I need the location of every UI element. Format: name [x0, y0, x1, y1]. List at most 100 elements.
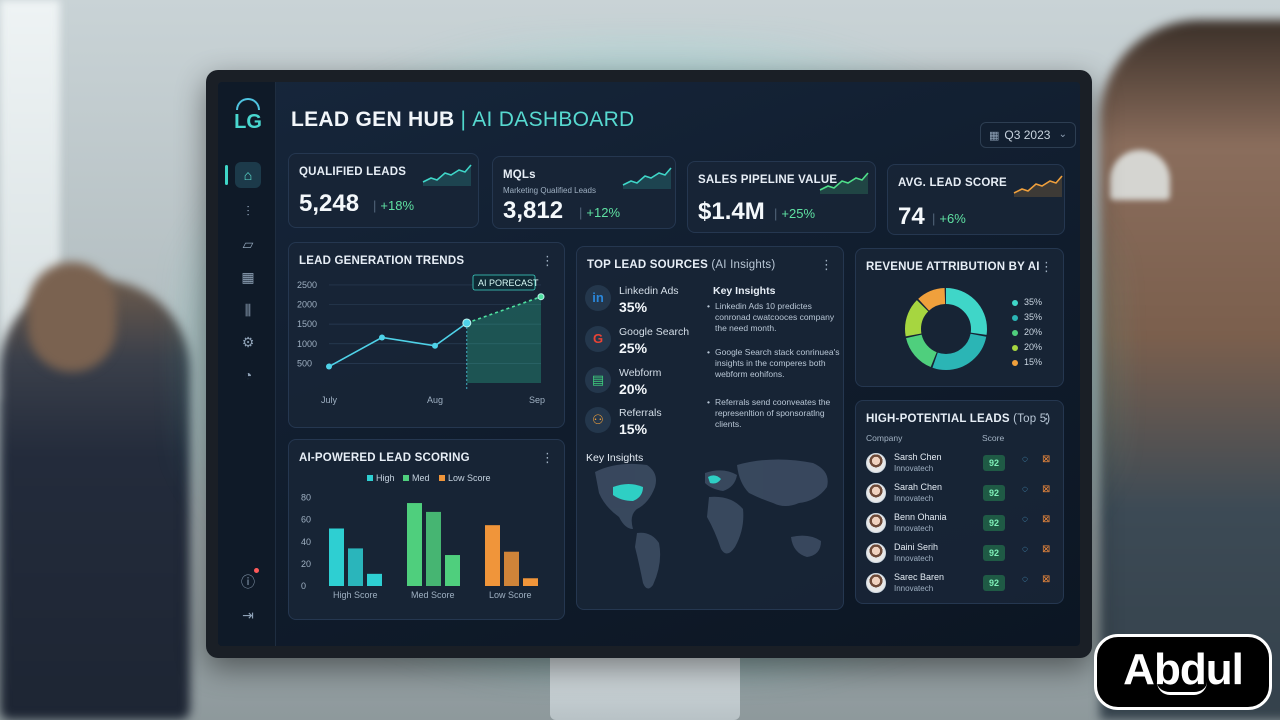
logout-icon[interactable]: ⇥ — [242, 607, 254, 623]
background-person-right — [1100, 20, 1280, 720]
calendar-icon[interactable]: ▦ — [241, 269, 255, 285]
lead-source-icon: in — [585, 285, 611, 311]
map-australia — [791, 535, 821, 557]
donut-slice — [905, 288, 987, 370]
key-insights-title: Key Insights — [713, 285, 776, 297]
legend-swatch — [367, 475, 373, 481]
lead-company: Innovatech — [894, 584, 934, 593]
logo: LG — [230, 96, 266, 136]
x-tick-label: Sep — [529, 395, 545, 405]
more-options-icon[interactable]: ⋮ — [820, 257, 833, 272]
watermark-badge: Abdul — [1094, 634, 1272, 710]
chat-icon[interactable]: ◌ — [1022, 454, 1028, 465]
bar — [445, 555, 460, 586]
table-row[interactable]: Benn Ohania Innovatech 92 ◌ ⊠ — [866, 511, 1056, 539]
chat-icon[interactable]: ◌ — [1022, 574, 1028, 585]
x-tick-label: High Score — [333, 590, 378, 600]
chat-icon[interactable]: ◌ — [1022, 514, 1028, 525]
gauge-icon[interactable]: ◔ — [243, 367, 253, 383]
more-options-icon[interactable]: ⋮ — [1040, 411, 1053, 426]
y-tick-label: 0 — [301, 581, 306, 591]
x-tick-label: Aug — [427, 395, 443, 405]
lead-source-name: Webform — [619, 367, 662, 379]
kpi-delta-value: +12% — [586, 205, 621, 220]
sparkline-line — [819, 172, 869, 191]
legend-label: High — [376, 473, 395, 483]
kpi-delta-divider: | — [579, 205, 583, 220]
legend-label: Med — [412, 473, 430, 483]
info-icon[interactable]: ⓘ — [241, 574, 255, 590]
trash-icon[interactable]: ⊠ — [1042, 454, 1051, 465]
data-point — [379, 334, 385, 341]
leads-title: HIGH-POTENTIAL LEADS (Top 5) — [866, 413, 1050, 425]
trash-icon[interactable]: ⊠ — [1042, 514, 1051, 525]
more-options-icon[interactable]: ⋮ — [1040, 259, 1053, 274]
dashboard-screen: LG ⌂ ⫶ ▱ ▦ ⫼ ⚙ ◔ ⓘ ⇥ LEAD GEN HUB | AI DASHBOARD ▦… — [218, 82, 1080, 646]
map-asia — [737, 459, 828, 506]
chat-icon[interactable]: ◌ — [1022, 484, 1028, 495]
lead-source-name: Referrals — [619, 407, 662, 419]
chevron-down-icon: ⌄ — [1058, 129, 1067, 140]
key-insight-item: Google Search stack conrinuea's insights… — [707, 347, 843, 380]
map-africa — [707, 496, 744, 554]
x-tick-label: Med Score — [411, 590, 455, 600]
column-header-score: Score — [982, 433, 1005, 443]
table-row[interactable]: Sarec Baren Innovatech 92 ◌ ⊠ — [866, 571, 1056, 599]
trash-icon[interactable]: ⊠ — [1042, 484, 1051, 495]
lead-name: Sarsh Chen — [894, 452, 942, 462]
kpi-delta: | +18% — [373, 198, 414, 213]
bar — [407, 503, 422, 586]
legend-label: 20% — [1024, 342, 1043, 352]
bar-chart-icon[interactable]: ⫶ — [246, 203, 250, 219]
table-row[interactable]: Daini Serih Innovatech 92 ◌ ⊠ — [866, 541, 1056, 569]
avatar — [866, 513, 886, 533]
sparkline-line — [622, 167, 672, 186]
background-person-left-head — [28, 262, 116, 372]
gear-icon[interactable]: ⚙ — [241, 334, 255, 350]
lead-source-name: Linkedin Ads — [619, 285, 679, 297]
world-map — [595, 459, 828, 589]
kpi-value: 74 — [898, 203, 925, 230]
score-badge: 92 — [983, 575, 1005, 591]
sparkline-chart — [422, 164, 472, 186]
lead-source-icon: G — [585, 326, 611, 352]
revenue-donut-chart — [905, 288, 987, 370]
page-title-main: LEAD GEN HUB — [291, 108, 455, 131]
brain-icon — [236, 98, 260, 110]
lead-company: Innovatech — [894, 554, 934, 563]
more-options-icon[interactable]: ⋮ — [541, 253, 554, 268]
lead-trends-card: LEAD GENERATION TRENDS ⋮ 2500 2000 1500 100… — [288, 242, 565, 428]
kpi-delta-divider: | — [774, 206, 778, 221]
kpi-title: AVG. LEAD SCORE — [898, 177, 1007, 189]
y-tick-label: 60 — [301, 515, 311, 525]
revenue-attribution-title: REVENUE ATTRIBUTION BY AI — [866, 261, 1040, 273]
lead-name: Sarec Baren — [894, 572, 945, 582]
trash-icon[interactable]: ⊠ — [1042, 544, 1051, 555]
lead-source-percent: 25% — [619, 340, 648, 356]
lead-sources-title-main: TOP LEAD SOURCES — [587, 259, 708, 271]
more-options-icon[interactable]: ⋮ — [541, 450, 554, 465]
sparkline-chart — [622, 167, 672, 189]
legend-label: 35% — [1024, 312, 1043, 322]
lead-source-percent: 35% — [619, 299, 648, 315]
bar — [329, 528, 344, 586]
bar — [523, 578, 538, 586]
line-chart-icon[interactable]: ▱ — [242, 236, 254, 252]
home-icon[interactable]: ⌂ — [225, 162, 261, 188]
kpi-card: AVG. LEAD SCORE 74 | +6% — [887, 164, 1065, 235]
sparkline-area — [423, 165, 471, 186]
lead-source-name: Google Search — [619, 326, 690, 338]
legend-swatch — [1012, 314, 1018, 321]
chat-icon[interactable]: ◌ — [1022, 544, 1028, 555]
date-filter-select[interactable]: ▦ Q3 2023 ⌄ — [980, 122, 1076, 148]
lead-name: Benn Ohania — [894, 512, 947, 522]
lead-sources-card: TOP LEAD SOURCES (AI Insights) ⋮ in Linke… — [576, 246, 844, 610]
trash-icon[interactable]: ⊠ — [1042, 574, 1051, 585]
table-row[interactable]: Sarah Chen Innovatech 92 ◌ ⊠ — [866, 481, 1056, 509]
sparkline-chart — [819, 172, 869, 194]
kpi-delta: | +25% — [774, 206, 815, 221]
table-row[interactable]: Sarsh Chen Innovatech 92 ◌ ⊠ — [866, 451, 1056, 479]
donut-slice — [905, 288, 987, 370]
analytics-icon[interactable]: ⫼ — [244, 302, 252, 318]
kpi-delta-divider: | — [932, 211, 936, 226]
